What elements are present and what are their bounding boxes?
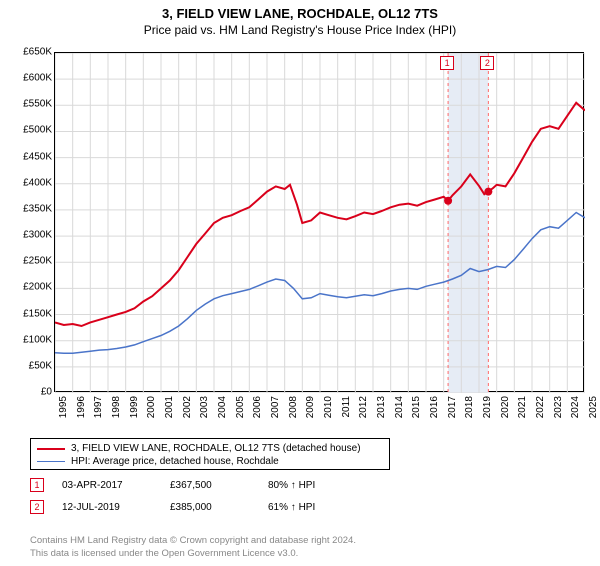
x-tick-label: 2013 <box>376 396 387 418</box>
legend: 3, FIELD VIEW LANE, ROCHDALE, OL12 7TS (… <box>30 438 390 470</box>
x-tick-label: 2006 <box>252 396 263 418</box>
footer-line2: This data is licensed under the Open Gov… <box>30 548 356 560</box>
sale-marker-flag: 2 <box>480 56 494 70</box>
footer-line1: Contains HM Land Registry data © Crown c… <box>30 535 356 547</box>
x-tick-label: 2021 <box>517 396 528 418</box>
x-tick-label: 2012 <box>358 396 369 418</box>
sale-price: £367,500 <box>170 480 250 491</box>
x-tick-label: 2016 <box>429 396 440 418</box>
x-tick-label: 2025 <box>588 396 599 418</box>
y-tick-label: £200K <box>2 282 52 293</box>
y-tick-label: £600K <box>2 73 52 84</box>
x-tick-label: 2024 <box>570 396 581 418</box>
x-tick-label: 2008 <box>288 396 299 418</box>
sale-date: 03-APR-2017 <box>62 480 152 491</box>
x-tick-label: 2010 <box>323 396 334 418</box>
y-tick-label: £400K <box>2 177 52 188</box>
x-tick-label: 2011 <box>341 396 352 418</box>
y-tick-label: £250K <box>2 256 52 267</box>
legend-label-2: HPI: Average price, detached house, Roch… <box>71 456 279 467</box>
x-tick-label: 2005 <box>235 396 246 418</box>
x-tick-label: 2018 <box>464 396 475 418</box>
sale-marker-flag: 1 <box>440 56 454 70</box>
x-tick-label: 1995 <box>58 396 69 418</box>
sale-badge: 1 <box>30 478 44 492</box>
x-tick-label: 2017 <box>447 396 458 418</box>
x-tick-label: 1999 <box>129 396 140 418</box>
sale-delta: 80% ↑ HPI <box>268 480 315 491</box>
x-tick-label: 1998 <box>111 396 122 418</box>
x-tick-label: 2022 <box>535 396 546 418</box>
x-tick-label: 2015 <box>411 396 422 418</box>
x-tick-label: 2007 <box>270 396 281 418</box>
plot-area <box>54 52 584 392</box>
footer: Contains HM Land Registry data © Crown c… <box>30 535 356 560</box>
x-tick-label: 2020 <box>500 396 511 418</box>
y-tick-label: £650K <box>2 47 52 58</box>
x-tick-label: 2003 <box>199 396 210 418</box>
y-tick-label: £100K <box>2 334 52 345</box>
y-tick-label: £500K <box>2 125 52 136</box>
x-tick-label: 2000 <box>146 396 157 418</box>
x-tick-label: 2014 <box>394 396 405 418</box>
chart-subtitle: Price paid vs. HM Land Registry's House … <box>0 23 600 37</box>
x-tick-label: 2001 <box>164 396 175 418</box>
sale-row: 1 03-APR-2017 £367,500 80% ↑ HPI <box>30 478 315 492</box>
x-tick-label: 1997 <box>93 396 104 418</box>
y-tick-label: £300K <box>2 230 52 241</box>
legend-swatch-1 <box>37 448 65 450</box>
chart-container: 3, FIELD VIEW LANE, ROCHDALE, OL12 7TS P… <box>0 6 600 566</box>
y-tick-label: £450K <box>2 151 52 162</box>
x-tick-label: 2023 <box>553 396 564 418</box>
x-tick-label: 1996 <box>76 396 87 418</box>
y-tick-label: £0 <box>2 387 52 398</box>
y-tick-label: £550K <box>2 99 52 110</box>
sale-row: 2 12-JUL-2019 £385,000 61% ↑ HPI <box>30 500 315 514</box>
y-tick-label: £350K <box>2 203 52 214</box>
x-tick-label: 2019 <box>482 396 493 418</box>
legend-swatch-2 <box>37 461 65 462</box>
sale-price: £385,000 <box>170 502 250 513</box>
legend-row: HPI: Average price, detached house, Roch… <box>37 455 383 468</box>
x-tick-label: 2002 <box>182 396 193 418</box>
legend-label-1: 3, FIELD VIEW LANE, ROCHDALE, OL12 7TS (… <box>71 443 361 454</box>
plot-svg <box>55 53 585 393</box>
y-tick-label: £150K <box>2 308 52 319</box>
sale-date: 12-JUL-2019 <box>62 502 152 513</box>
x-tick-label: 2004 <box>217 396 228 418</box>
chart-title: 3, FIELD VIEW LANE, ROCHDALE, OL12 7TS <box>0 6 600 21</box>
y-tick-label: £50K <box>2 360 52 371</box>
sale-badge: 2 <box>30 500 44 514</box>
legend-row: 3, FIELD VIEW LANE, ROCHDALE, OL12 7TS (… <box>37 442 383 455</box>
sale-delta: 61% ↑ HPI <box>268 502 315 513</box>
x-tick-label: 2009 <box>305 396 316 418</box>
